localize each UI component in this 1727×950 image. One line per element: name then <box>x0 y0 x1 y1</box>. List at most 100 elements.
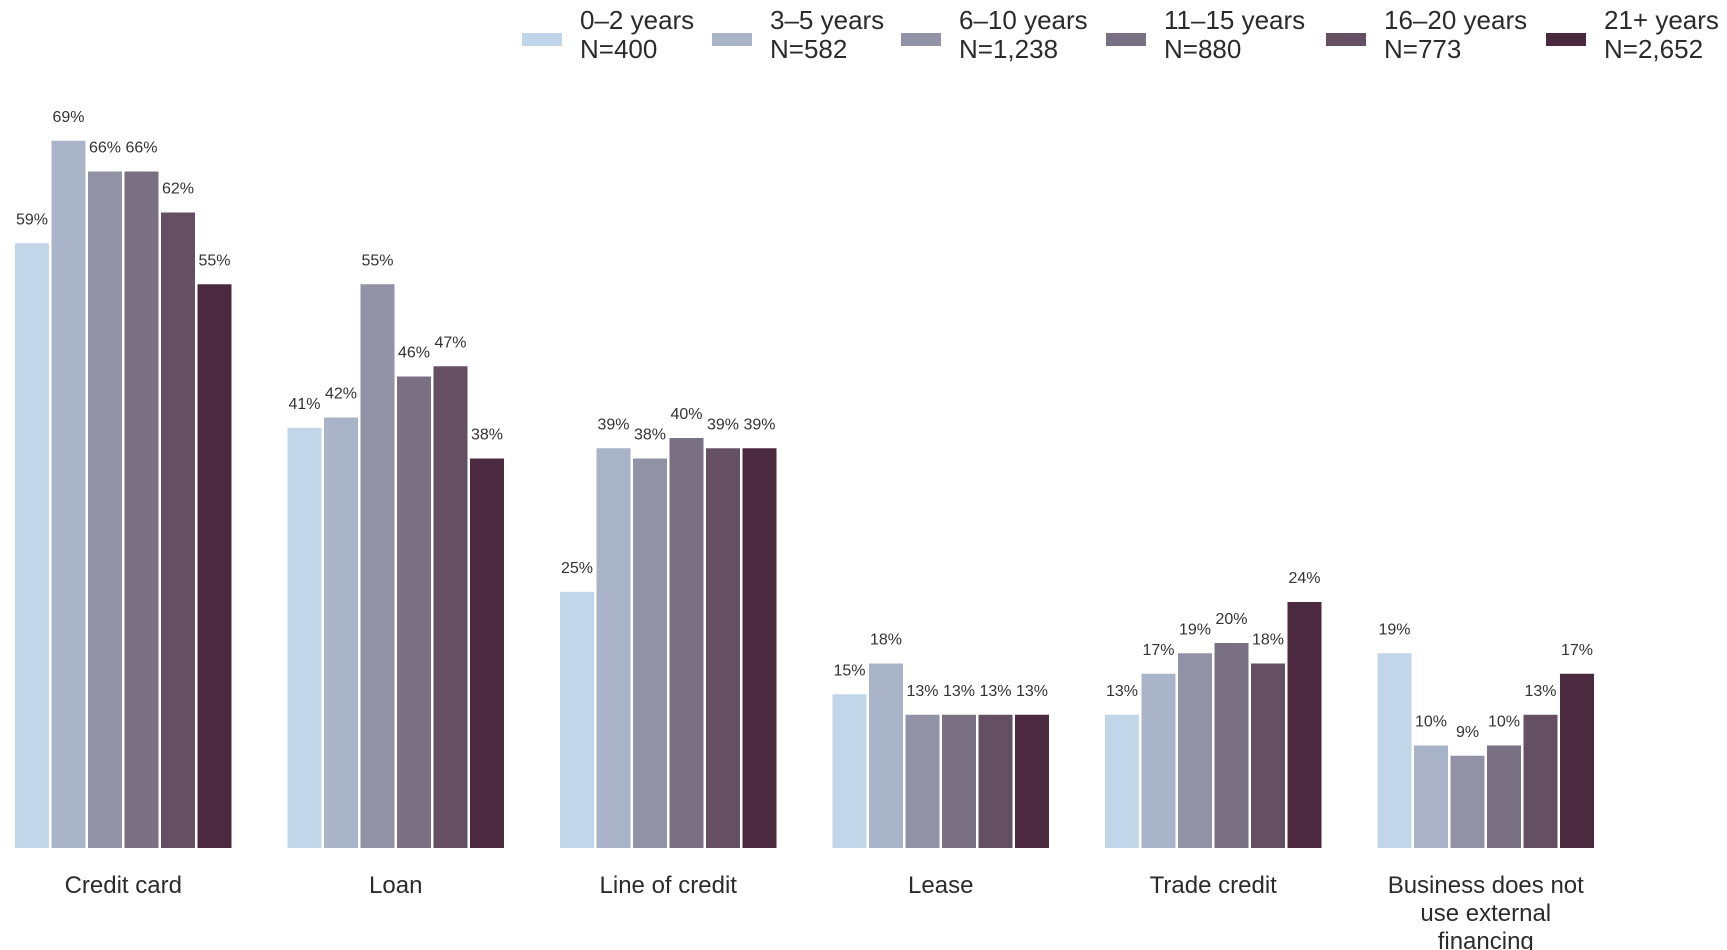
bar <box>470 458 504 848</box>
data-label: 17% <box>1142 642 1174 659</box>
legend-swatch <box>1546 33 1586 46</box>
legend-label: 0–2 years <box>580 5 694 35</box>
bar <box>1414 745 1448 848</box>
data-label: 38% <box>471 427 503 444</box>
data-label: 47% <box>434 334 466 351</box>
data-label: 18% <box>870 632 902 649</box>
legend-label: 21+ years <box>1604 5 1719 35</box>
bar <box>397 376 431 848</box>
bar <box>1141 673 1176 848</box>
bar <box>287 427 322 848</box>
category-labels-group: Credit card Loan Line of credit Lease Trade … <box>65 872 1585 950</box>
data-label: 24% <box>1288 570 1320 587</box>
bar <box>197 284 232 848</box>
data-label: 18% <box>1252 632 1284 649</box>
bars-group <box>15 140 1594 848</box>
category-label: financing <box>1438 928 1534 950</box>
data-label: 46% <box>398 345 430 362</box>
data-label: 40% <box>670 406 702 423</box>
bar <box>1377 653 1412 848</box>
bar <box>978 714 1013 848</box>
legend-label: N=773 <box>1384 34 1461 64</box>
bar <box>1105 714 1139 848</box>
data-label: 66% <box>125 140 157 157</box>
bar <box>1178 653 1212 848</box>
bar <box>596 448 631 848</box>
bar <box>1523 714 1558 848</box>
category-label: Loan <box>369 872 422 899</box>
data-label: 13% <box>1524 683 1556 700</box>
data-label: 39% <box>743 416 775 433</box>
bar <box>1251 663 1285 848</box>
bar <box>124 171 159 848</box>
bar <box>1450 755 1485 848</box>
data-label: 41% <box>288 396 320 413</box>
data-label: 10% <box>1488 714 1520 731</box>
legend-label: N=400 <box>580 34 657 64</box>
bar <box>1487 745 1521 848</box>
legend-label: 16–20 years <box>1384 5 1527 35</box>
legend-swatch <box>712 33 752 46</box>
data-labels-group: 59% 69% 66% 66% 62% 55% 41% 42% 55% 46%47% 38% 25% 3… <box>16 109 1593 741</box>
bar <box>560 591 594 848</box>
bar <box>51 140 86 848</box>
data-label: 25% <box>561 560 593 577</box>
legend-label: 11–15 years <box>1164 5 1305 35</box>
bar <box>324 417 358 848</box>
data-label: 55% <box>198 252 230 269</box>
data-label: 13% <box>1016 683 1048 700</box>
data-label: 59% <box>16 211 48 228</box>
category-label: use external <box>1420 900 1551 927</box>
category-label: Credit card <box>65 872 182 899</box>
category-label: Line of credit <box>600 872 738 899</box>
bar <box>15 243 49 848</box>
bar <box>88 171 122 848</box>
category-label: Trade credit <box>1150 872 1277 899</box>
data-label: 9% <box>1456 724 1479 741</box>
category-label: Business does not <box>1388 872 1584 899</box>
data-label: 13% <box>979 683 1011 700</box>
data-label: 42% <box>325 386 357 403</box>
legend-swatch <box>901 33 941 46</box>
bar <box>633 458 667 848</box>
bar <box>1015 714 1049 848</box>
data-label: 17% <box>1561 642 1593 659</box>
legend-label: 6–10 years <box>959 5 1088 35</box>
data-label: 20% <box>1215 611 1247 628</box>
data-label: 69% <box>52 109 84 126</box>
bar <box>832 694 867 848</box>
data-label: 38% <box>634 427 666 444</box>
bar <box>1214 643 1249 848</box>
data-label: 55% <box>361 252 393 269</box>
bar <box>869 663 903 848</box>
data-label: 66% <box>89 140 121 157</box>
legend-label: N=880 <box>1164 34 1241 64</box>
bar <box>669 438 704 848</box>
bar <box>433 366 468 848</box>
legend-label: 3–5 years <box>770 5 884 35</box>
bar <box>742 448 777 848</box>
data-label: 19% <box>1179 621 1211 638</box>
bar <box>905 714 940 848</box>
legend-label: N=2,652 <box>1604 34 1703 64</box>
legend-label: N=582 <box>770 34 847 64</box>
bar <box>1287 602 1322 848</box>
data-label: 62% <box>162 181 194 198</box>
data-label: 13% <box>906 683 938 700</box>
data-label: 15% <box>833 662 865 679</box>
data-label: 10% <box>1415 714 1447 731</box>
data-label: 39% <box>597 416 629 433</box>
data-label: 13% <box>1106 683 1138 700</box>
bar <box>161 212 195 848</box>
bar <box>360 284 395 848</box>
bar <box>706 448 740 848</box>
legend-label: N=1,238 <box>959 34 1058 64</box>
data-label: 13% <box>943 683 975 700</box>
bar <box>942 714 976 848</box>
category-label: Lease <box>908 872 973 899</box>
legend-swatch <box>522 33 562 46</box>
data-label: 19% <box>1378 621 1410 638</box>
bar <box>1560 673 1594 848</box>
